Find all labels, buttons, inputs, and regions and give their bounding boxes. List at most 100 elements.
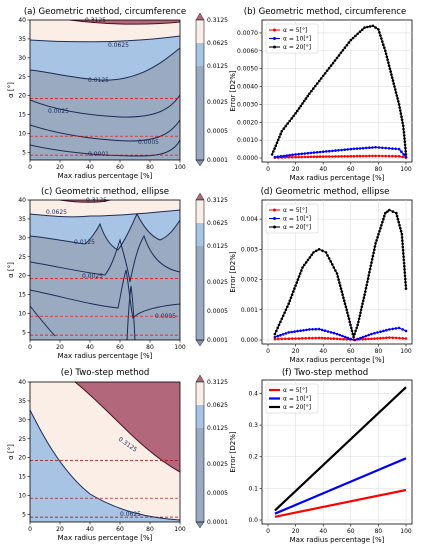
panel-c: (c) Geometric method, ellipse 0.3125 0.0…: [7, 187, 228, 360]
data-point: [272, 150, 275, 153]
data-point: [273, 337, 277, 341]
contour-line-0.0005: [30, 269, 180, 320]
y-tick-label: 0.0000: [237, 155, 258, 162]
data-point: [392, 82, 396, 85]
data-point: [308, 328, 311, 331]
y-tick-label: 30: [18, 235, 26, 242]
data-point: [302, 99, 306, 103]
data-point: [384, 49, 387, 53]
data-point: [328, 155, 331, 158]
x-tick-label: 100: [400, 528, 412, 535]
data-point: [384, 211, 387, 215]
data-point: [350, 329, 354, 333]
data-point: [300, 155, 304, 159]
data-point: [349, 154, 353, 158]
data-point: [290, 330, 294, 334]
data-point: [403, 264, 406, 268]
data-point: [341, 334, 344, 338]
data-point: [310, 89, 313, 93]
region-0.3125: [75, 382, 180, 472]
data-point: [381, 154, 384, 158]
region-0.0125: [30, 382, 180, 522]
data-point: [294, 337, 297, 340]
x-tick-label: 0: [266, 166, 270, 173]
data-point: [376, 331, 379, 334]
data-point: [337, 149, 340, 152]
y-tick-label: 0.3: [248, 422, 258, 429]
data-point: [354, 34, 357, 38]
data-point: [301, 102, 304, 105]
data-point: [365, 146, 368, 150]
data-point: [326, 337, 330, 340]
data-point: [306, 155, 310, 159]
data-point: [373, 331, 376, 335]
data-point: [358, 154, 362, 158]
x-tick-label: 0: [266, 348, 270, 355]
data-point: [403, 137, 406, 140]
data-point: [391, 210, 395, 213]
y-tick-label: 0.001: [241, 307, 258, 314]
contour-line-0.0001: [126, 285, 136, 340]
data-point: [334, 155, 337, 158]
data-point: [314, 336, 318, 340]
data-point: [393, 85, 396, 88]
colorbar-extend-max: [195, 12, 205, 21]
y-tick-label: 5: [22, 329, 26, 336]
data-point: [337, 54, 341, 57]
data-point: [290, 337, 294, 340]
data-point: [383, 214, 386, 218]
y-tick-label: 30: [18, 417, 26, 424]
data-point: [324, 251, 328, 254]
data-point: [390, 76, 394, 79]
data-point: [361, 146, 365, 150]
panel-f-series: [274, 386, 407, 518]
x-axis-label: Max radius percentage [%]: [290, 174, 385, 182]
x-tick-label: 20: [292, 166, 300, 173]
data-point: [371, 146, 374, 149]
legend-box: [265, 23, 319, 54]
data-point: [296, 329, 299, 333]
data-point: [287, 331, 291, 334]
y-tick-label: 20: [18, 93, 26, 100]
data-point: [287, 302, 291, 306]
data-point: [335, 337, 339, 341]
data-point: [331, 263, 334, 266]
x-axis-label: Max radius percentage [%]: [290, 536, 385, 544]
data-point: [360, 305, 364, 309]
legend-swatch-marker: [273, 45, 276, 49]
data-point: [292, 290, 295, 293]
data-point: [346, 314, 350, 318]
data-point: [373, 248, 376, 251]
x-tick-label: 40: [319, 528, 327, 535]
x-tick-label: 60: [116, 344, 124, 351]
data-point: [378, 31, 381, 34]
data-point: [390, 73, 393, 76]
data-point: [386, 58, 389, 61]
data-point: [287, 156, 291, 159]
data-point: [385, 55, 389, 59]
data-point: [368, 154, 371, 158]
data-point: [403, 143, 407, 147]
data-point: [305, 328, 308, 332]
panel-a-title: (a) Geometric method, circumference: [24, 7, 186, 17]
contour-line-0.3125: [69, 20, 180, 25]
data-point: [342, 299, 346, 303]
data-point: [307, 336, 311, 340]
data-point: [279, 155, 283, 158]
data-point: [361, 28, 364, 32]
data-point: [335, 272, 339, 275]
y-tick-label: 25: [18, 436, 26, 443]
data-point: [299, 104, 303, 108]
y-tick-label: 15: [18, 474, 26, 481]
data-point: [280, 317, 284, 321]
colorbar-band: [196, 405, 204, 428]
colorbar-extend-min: [195, 339, 205, 347]
data-point: [388, 336, 391, 339]
y-tick-label: 0.2: [248, 454, 258, 461]
x-tick-label: 20: [292, 348, 300, 355]
data-point: [277, 337, 280, 341]
data-point: [402, 127, 405, 131]
data-point: [331, 155, 334, 158]
data-point: [402, 258, 406, 262]
